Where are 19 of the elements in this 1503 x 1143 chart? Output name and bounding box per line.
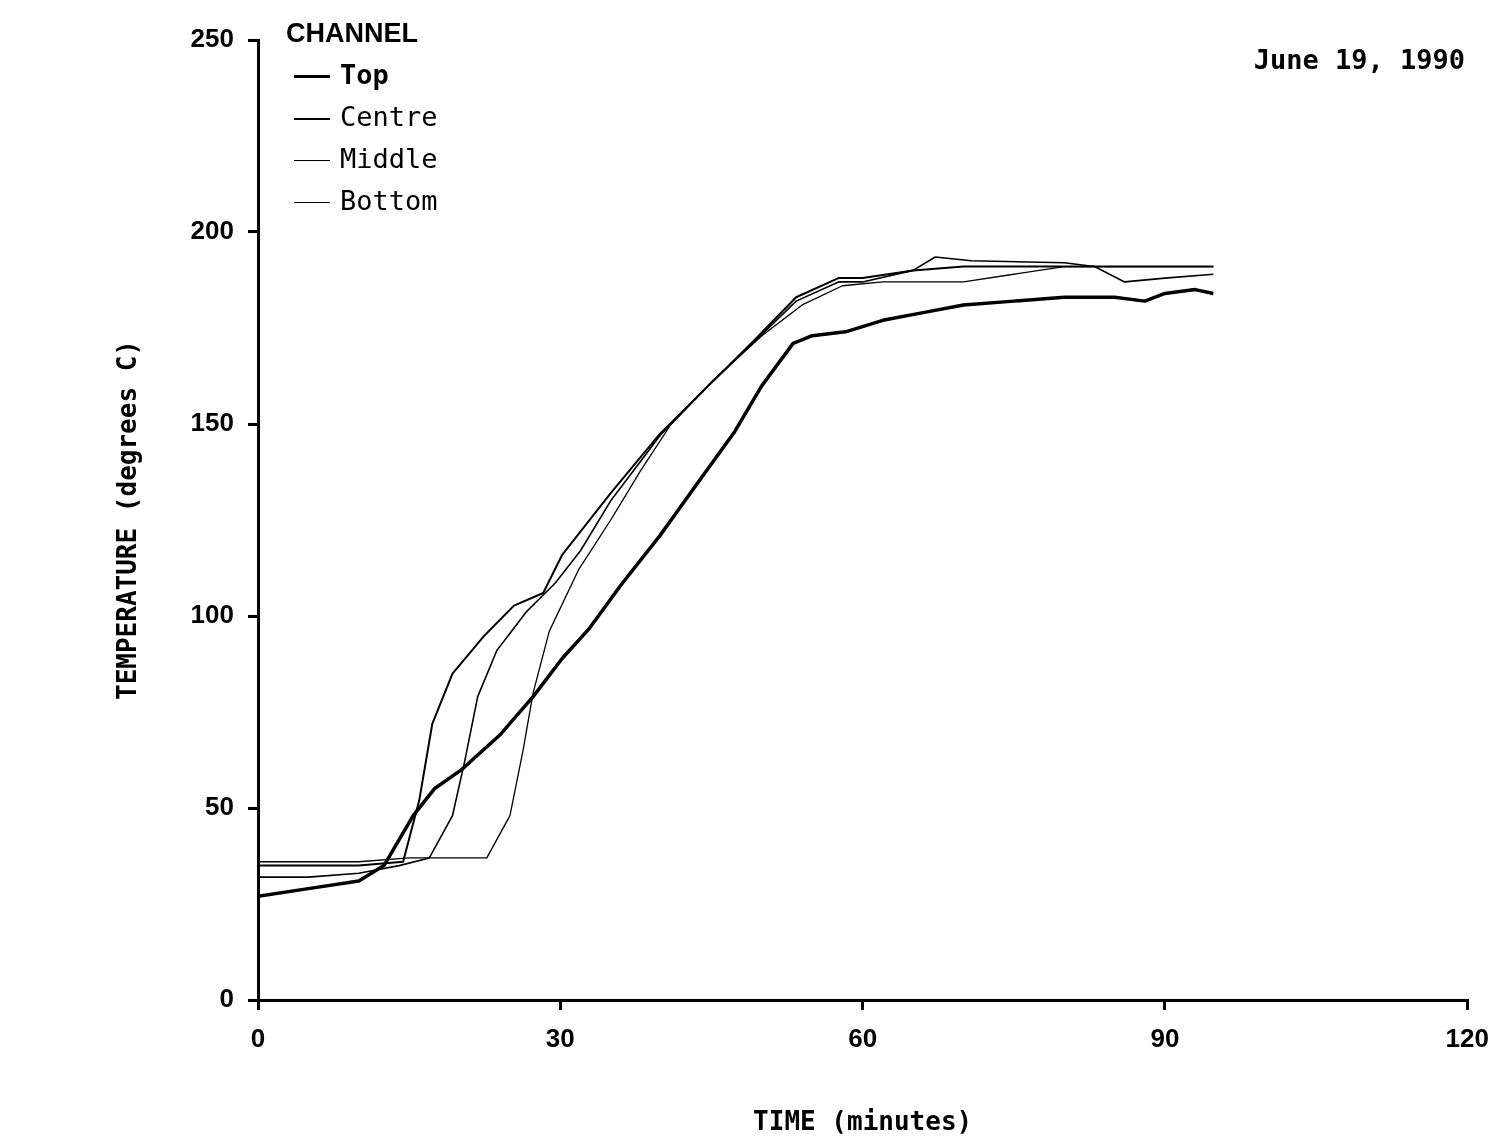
legend-label: Bottom [340, 185, 438, 216]
y-tick-label: 200 [190, 215, 234, 246]
y-tick-label: 250 [190, 23, 234, 54]
x-axis-title: TIME (minutes) [753, 1106, 973, 1137]
y-axis-title: TEMPERATURE (degrees C) [112, 339, 143, 701]
y-tick-label: 50 [205, 791, 234, 822]
legend-label: Middle [340, 143, 438, 174]
legend-label: Centre [340, 101, 438, 132]
annotation: June 19, 1990 [1253, 44, 1465, 75]
y-tick-label: 150 [190, 407, 234, 438]
x-tick-label: 0 [250, 1022, 266, 1053]
x-tick-label: 90 [1150, 1022, 1180, 1053]
legend-title: CHANNEL [286, 17, 419, 50]
y-tick-label: 0 [219, 983, 234, 1014]
legend-label: Top [340, 59, 389, 90]
x-tick-label: 60 [848, 1022, 878, 1053]
x-tick-label: 30 [545, 1022, 575, 1053]
y-tick-label: 100 [190, 599, 234, 630]
x-tick-label: 120 [1445, 1022, 1490, 1053]
